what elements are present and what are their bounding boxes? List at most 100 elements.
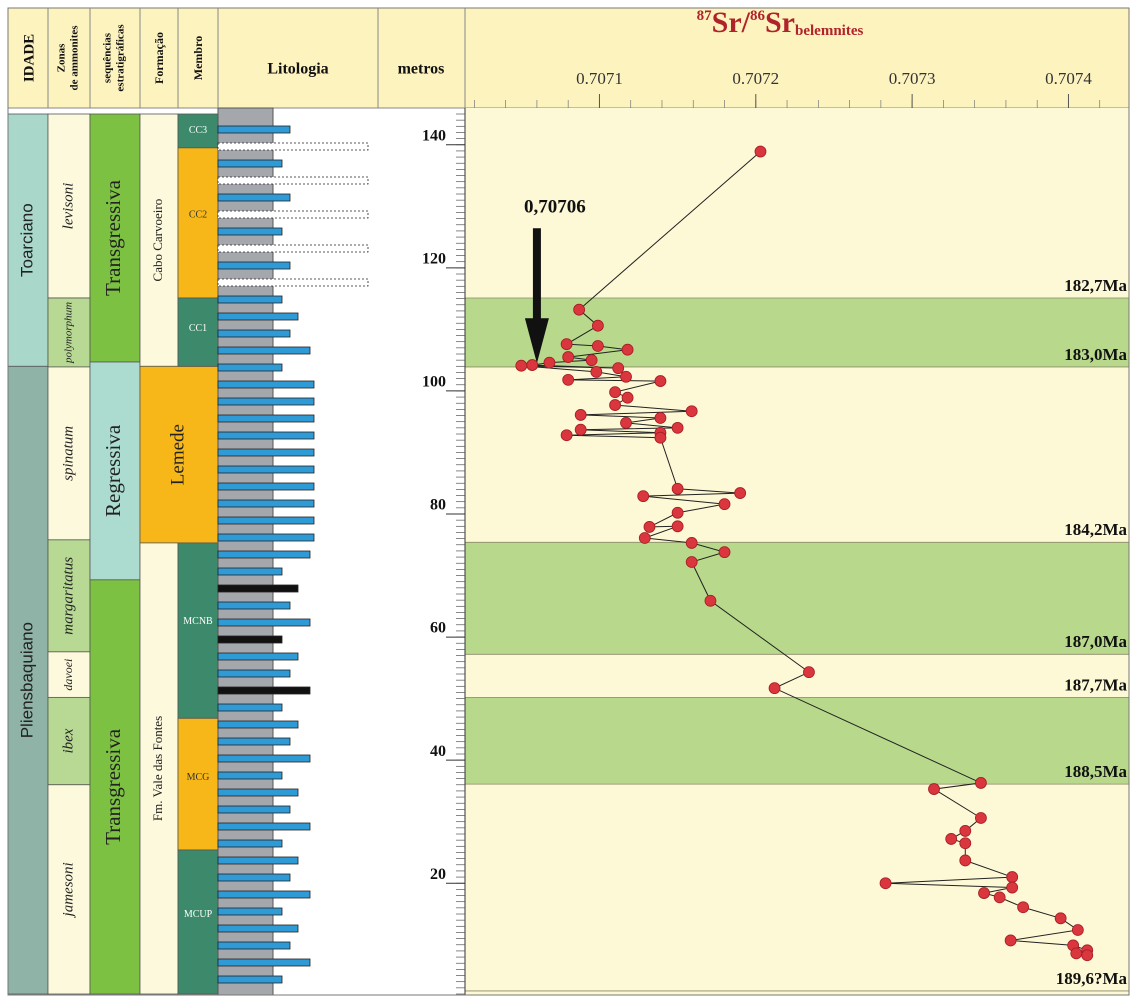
data-point — [620, 370, 632, 383]
lithology-bed — [217, 465, 315, 474]
lithology-bed — [217, 312, 299, 321]
lithology-bed — [217, 414, 315, 423]
data-point — [1017, 901, 1030, 914]
lithology-bed — [217, 635, 283, 644]
lithology-bed — [217, 227, 283, 236]
data-point — [1070, 947, 1083, 960]
header-zonas: de ammonites — [69, 25, 81, 91]
data-point — [978, 887, 990, 899]
data-point — [637, 490, 650, 503]
zonas-label: jamesoni — [60, 862, 76, 918]
lithology-bed — [217, 499, 315, 508]
data-point — [685, 405, 698, 418]
lithology-bed — [217, 278, 369, 287]
y-tick-label: 40 — [430, 743, 446, 760]
y-tick-label: 140 — [422, 127, 446, 144]
membro-label: MCUP — [184, 909, 213, 920]
lithology-bed — [217, 210, 369, 219]
age-band — [465, 542, 1129, 655]
membro-unit — [177, 849, 219, 995]
lithology-bed — [217, 431, 315, 440]
data-point — [621, 391, 634, 404]
data-point — [1071, 924, 1084, 936]
data-point — [574, 409, 587, 421]
formacao-label: Fm. Vale das Fontes — [150, 716, 165, 821]
lithology-bed — [217, 584, 299, 593]
data-point — [959, 825, 972, 837]
lithology-bed — [217, 176, 369, 185]
data-point — [671, 520, 684, 533]
sequencias-label: Regressiva — [101, 424, 125, 517]
lithology-bed — [217, 873, 291, 882]
data-point — [612, 362, 625, 375]
title-part: Sr — [765, 6, 795, 39]
data-point — [638, 532, 651, 544]
lithology-bed — [217, 924, 299, 933]
lithology-bed — [217, 805, 291, 814]
idade-label: Toarciano — [17, 203, 36, 277]
idade-label: Pliensbaquiano — [17, 622, 36, 738]
lithology-bed — [217, 601, 291, 610]
data-point — [718, 498, 731, 511]
x-tick-label: 0.7074 — [1045, 69, 1092, 88]
title-part: belemnites — [795, 23, 863, 39]
data-point — [526, 359, 539, 371]
data-point — [620, 417, 632, 429]
data-point — [1081, 949, 1094, 962]
x-tick-label: 0.7072 — [732, 69, 779, 88]
data-point — [704, 594, 717, 607]
data-point — [1006, 871, 1019, 883]
data-point — [671, 421, 684, 434]
data-point — [573, 303, 586, 316]
data-point — [643, 521, 656, 533]
membro-unit — [177, 147, 219, 299]
annotation-arrow — [524, 228, 549, 364]
data-point — [671, 482, 684, 495]
header-idade: IDADE — [21, 34, 37, 82]
data-point — [718, 546, 731, 559]
lithology-bed — [217, 482, 315, 491]
lithology-bed — [217, 295, 283, 304]
zonas-label: ibex — [60, 728, 76, 753]
lithology-bed — [217, 856, 299, 865]
header-formacao: Formação — [152, 32, 166, 84]
data-point — [768, 682, 781, 695]
lithology-bed — [217, 550, 311, 559]
lithology-bed — [217, 346, 311, 355]
lithology-bed — [217, 686, 311, 695]
zonas-label: davoei — [61, 659, 75, 691]
sequencias-label: Transgressiva — [101, 179, 125, 296]
data-point — [1006, 881, 1019, 894]
data-point — [560, 338, 573, 351]
zonas-unit — [47, 784, 91, 995]
frame — [7, 7, 1130, 996]
zonas-label: margaritatus — [60, 557, 76, 635]
lithology-bed — [217, 720, 299, 729]
data-point — [754, 145, 767, 158]
membro-label: MCNB — [183, 616, 213, 627]
lithology-bed — [217, 448, 315, 457]
lithology-bed — [217, 142, 369, 151]
lithology-bed — [217, 754, 311, 763]
data-point — [993, 891, 1006, 904]
data-point — [1004, 934, 1017, 947]
data-point — [654, 412, 667, 424]
header-metros: metros — [398, 61, 445, 78]
data-point — [574, 423, 587, 436]
lithology-bed — [217, 890, 311, 899]
lithology-bed — [217, 380, 315, 389]
y-tick-label: 60 — [430, 620, 446, 637]
lithology-bed — [217, 822, 311, 831]
lithology-bed — [217, 652, 299, 661]
data-point — [1054, 912, 1067, 925]
header-litologia: Litologia — [267, 61, 328, 78]
data-point — [654, 431, 667, 444]
data-point — [621, 343, 634, 356]
data-point — [975, 812, 987, 824]
age-label: 183,0Ma — [1064, 345, 1127, 364]
sequencias-unit — [89, 113, 141, 363]
data-point — [734, 487, 747, 499]
lithology-bed — [217, 533, 315, 542]
y-tick-label: 100 — [422, 374, 446, 391]
membro-label: CC1 — [189, 323, 207, 334]
